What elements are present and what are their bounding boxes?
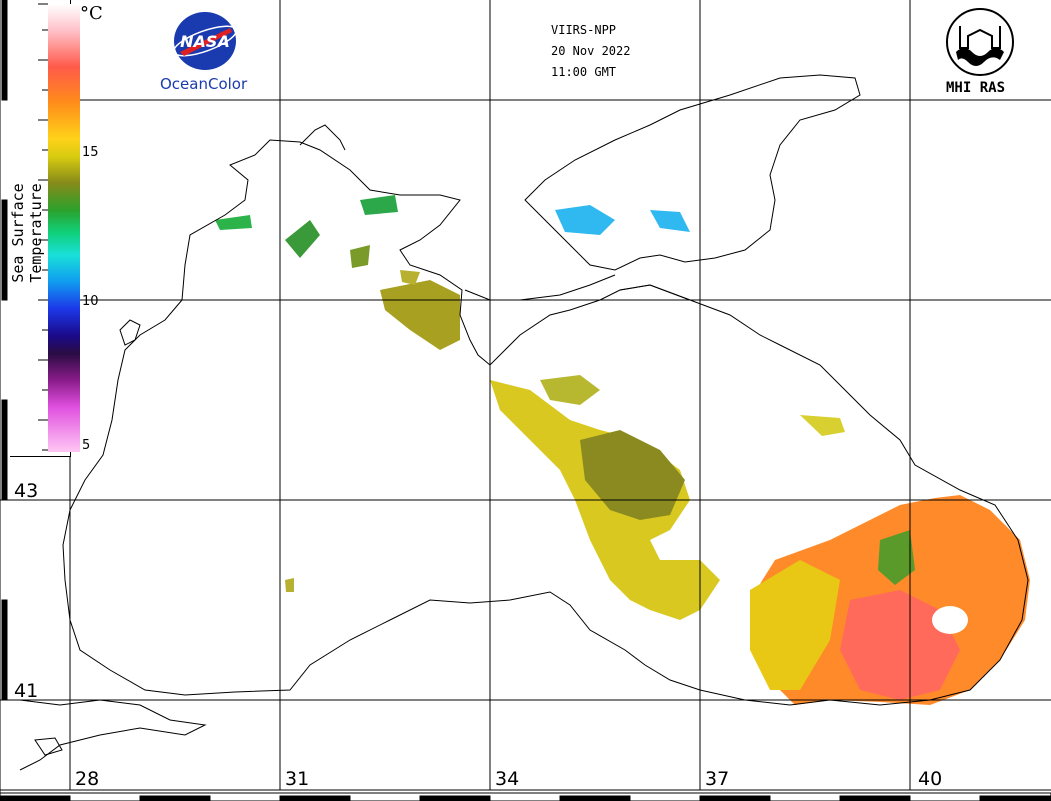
mhi-logo-icon	[944, 8, 1016, 80]
color-legend: Sea Surface Temperature 15 10 5	[9, 0, 99, 457]
oceancolor-label: OceanColor	[160, 75, 248, 93]
colorbar	[48, 4, 80, 452]
lon-label: 34	[495, 768, 520, 790]
lon-label: 28	[75, 768, 100, 790]
mhi-label: MHI RAS	[946, 80, 1006, 96]
satellite-label: VIIRS-NPP	[551, 23, 617, 37]
sst-data-layer	[215, 195, 1030, 705]
svg-text:NASA: NASA	[180, 32, 230, 51]
lon-label: 40	[918, 768, 943, 790]
lon-label: 37	[705, 768, 730, 790]
legend-tick: 15	[82, 145, 99, 160]
legend-tick: 5	[82, 438, 91, 453]
time-label: 11:00 GMT	[551, 65, 617, 79]
lat-label: 41	[14, 680, 39, 702]
lat-label: 43	[14, 480, 39, 502]
nasa-logo: NASA	[170, 10, 240, 76]
legend-tick: 10	[82, 294, 99, 309]
date-label: 20 Nov 2022	[551, 44, 631, 58]
lon-label: 31	[285, 768, 310, 790]
legend-unit: °C	[80, 3, 103, 24]
